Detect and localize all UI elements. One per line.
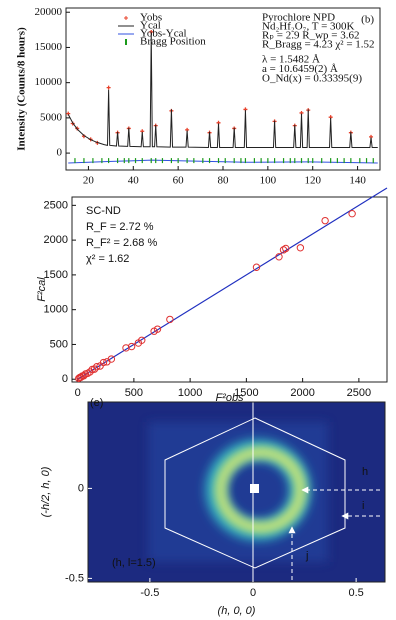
y-tick-label: 2000 — [44, 234, 68, 246]
x-tick-label: 140 — [349, 175, 366, 187]
y-tick-label: -0.5 — [65, 572, 84, 584]
figure: 2040608010012014005000100001500020000Int… — [0, 0, 396, 620]
panel: 20 40 60 80 100 120 140 0 5000 10000 15000 20000 Int… — [16, 6, 380, 187]
annotation: O_Nd(x) = 0.33395(9) — [262, 73, 362, 85]
annotation: R_F = 2.72 % — [86, 221, 154, 233]
annotation: h — [362, 466, 368, 478]
y-tick-label: 20000 — [35, 6, 63, 18]
x-tick-label: 20 — [83, 175, 95, 187]
x-tick-label: 1000 — [178, 387, 202, 399]
data-point — [297, 245, 303, 251]
panel-label: (b) — [361, 14, 374, 26]
x-tick-label: 2000 — [290, 387, 314, 399]
annotation: SC-ND — [86, 205, 121, 217]
y-tick-label: 0 — [57, 147, 63, 159]
x-tick-label: 80 — [218, 175, 230, 187]
y-tick-label: 5000 — [40, 111, 63, 123]
x-tick-label: 40 — [128, 175, 140, 187]
y-tick-label: 0 — [62, 373, 68, 385]
y-axis-label: F²cal — [36, 277, 48, 302]
obs-marker — [107, 86, 111, 90]
y-tick-label: 15000 — [35, 41, 63, 53]
annotation: (e) — [90, 397, 103, 409]
x-tick-label: 120 — [304, 175, 321, 187]
annotation: (h, l=1.5) — [112, 557, 156, 569]
y-tick-label: 500 — [50, 338, 68, 350]
annotation: R_Bragg = 4.23 χ² = 1.52 — [262, 39, 375, 51]
x-tick-label: 500 — [125, 387, 143, 399]
annotation: i — [362, 500, 364, 512]
x-tick-label: 2500 — [347, 387, 371, 399]
center-marker — [250, 484, 259, 493]
x-tick-label: 0 — [75, 387, 81, 399]
annotation: j — [305, 550, 308, 562]
y-tick-label: 1000 — [44, 304, 68, 316]
x-axis-label: (h, 0, 0) — [218, 605, 256, 617]
y-axis-label: (-h/2, h, 0) — [40, 466, 52, 517]
legend-marker — [124, 16, 128, 20]
data-point — [349, 210, 355, 216]
series-line — [68, 160, 378, 163]
y-tick-label: 10000 — [35, 76, 63, 88]
y-axis-label: Intensity (Counts/8 hours) — [16, 27, 28, 151]
x-tick-label: 60 — [173, 175, 185, 187]
annotation: χ² = 1.62 — [86, 253, 129, 265]
y-tick-label: 0 — [78, 482, 84, 494]
panel: -0.5 0 0.5 -0.5 0 (h, 0, 0) (-h/2, h, 0) (e) h i j… — [40, 397, 385, 617]
legend-label: Bragg Position — [140, 36, 206, 48]
annotation: R_F² = 2.68 % — [86, 237, 157, 249]
y-tick-label: 2500 — [44, 199, 68, 211]
x-tick-label: -0.5 — [140, 587, 159, 599]
x-tick-label: 0.5 — [348, 587, 363, 599]
x-tick-label: 0 — [250, 587, 256, 599]
data-point — [322, 217, 328, 223]
intensity-map — [88, 402, 385, 582]
x-tick-label: 100 — [260, 175, 277, 187]
